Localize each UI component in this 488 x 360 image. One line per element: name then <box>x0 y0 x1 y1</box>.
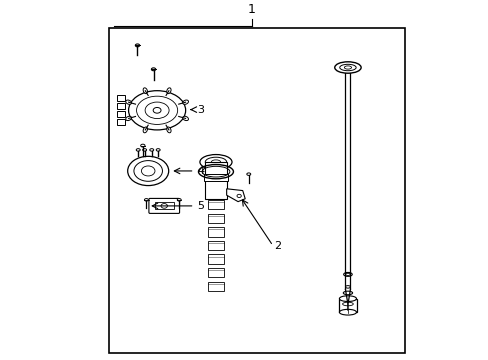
Ellipse shape <box>345 285 350 288</box>
Ellipse shape <box>151 68 155 71</box>
Ellipse shape <box>166 88 171 94</box>
Text: 3: 3 <box>197 105 204 114</box>
Ellipse shape <box>343 273 351 276</box>
Ellipse shape <box>134 161 162 181</box>
Ellipse shape <box>149 149 153 151</box>
Ellipse shape <box>136 149 140 151</box>
Bar <box>208 282 224 291</box>
Ellipse shape <box>136 96 177 125</box>
Ellipse shape <box>156 149 160 151</box>
Bar <box>205 162 226 199</box>
Ellipse shape <box>339 64 355 71</box>
Ellipse shape <box>143 88 147 94</box>
Bar <box>208 214 224 223</box>
Bar <box>109 28 404 353</box>
Ellipse shape <box>142 149 146 151</box>
Ellipse shape <box>205 157 226 167</box>
Ellipse shape <box>183 116 188 121</box>
FancyBboxPatch shape <box>149 198 179 213</box>
Ellipse shape <box>334 62 361 73</box>
Bar <box>208 255 224 264</box>
Ellipse shape <box>145 102 169 118</box>
Ellipse shape <box>177 199 181 201</box>
Ellipse shape <box>135 44 140 47</box>
Ellipse shape <box>183 100 188 104</box>
Ellipse shape <box>339 296 356 302</box>
Ellipse shape <box>342 302 352 306</box>
Bar <box>117 95 125 102</box>
Ellipse shape <box>166 127 171 133</box>
Ellipse shape <box>141 144 144 147</box>
Text: 2: 2 <box>273 241 280 251</box>
Bar <box>208 268 224 277</box>
Bar <box>203 174 227 181</box>
Ellipse shape <box>144 199 148 201</box>
Ellipse shape <box>125 100 131 104</box>
Ellipse shape <box>344 66 351 69</box>
Ellipse shape <box>128 91 185 130</box>
Text: 5: 5 <box>197 201 204 211</box>
Bar <box>339 299 356 312</box>
Text: 4: 4 <box>197 166 204 176</box>
Bar <box>208 200 224 210</box>
Ellipse shape <box>200 154 231 170</box>
Text: 1: 1 <box>247 3 255 16</box>
Ellipse shape <box>125 116 131 121</box>
Bar <box>117 111 125 117</box>
Ellipse shape <box>211 160 220 164</box>
Bar <box>208 227 224 237</box>
Ellipse shape <box>345 273 349 275</box>
Ellipse shape <box>143 127 147 133</box>
Bar <box>117 103 125 109</box>
Ellipse shape <box>237 194 241 198</box>
Ellipse shape <box>246 173 250 175</box>
Ellipse shape <box>343 291 352 295</box>
Bar <box>155 202 173 210</box>
Ellipse shape <box>161 204 167 208</box>
Bar <box>117 118 125 125</box>
Bar <box>208 241 224 250</box>
Ellipse shape <box>339 309 356 315</box>
Ellipse shape <box>127 156 168 185</box>
Ellipse shape <box>141 166 155 176</box>
Ellipse shape <box>153 107 161 113</box>
Polygon shape <box>226 189 244 202</box>
